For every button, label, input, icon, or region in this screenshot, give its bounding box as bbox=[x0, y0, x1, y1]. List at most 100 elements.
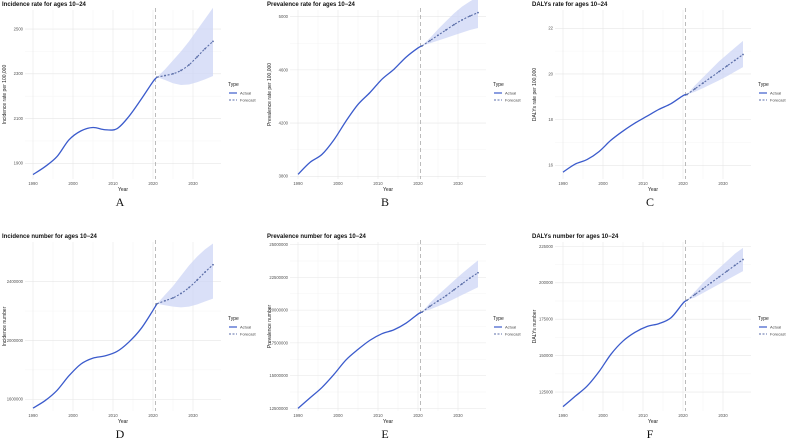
y-axis-title: Prevalence number bbox=[267, 304, 273, 348]
forecast-point bbox=[461, 283, 463, 285]
forecast-point bbox=[686, 299, 688, 302]
forecast-point bbox=[156, 302, 158, 305]
legend-label-forecast: Forecast bbox=[770, 97, 786, 102]
y-tick-label: 2500 bbox=[14, 26, 24, 31]
series-actual-line bbox=[32, 303, 158, 409]
forecast-point bbox=[164, 299, 166, 302]
forecast-point bbox=[686, 93, 688, 96]
panel-f: DALYs number for ages 10−24 1990 2000 2010 2… bbox=[532, 234, 786, 441]
forecast-point bbox=[445, 29, 447, 31]
panel-a: Incidence rate for ages 10−24 1990 2000 201… bbox=[2, 2, 256, 209]
x-tick-label: 2010 bbox=[108, 413, 118, 418]
x-tick-label: 1990 bbox=[293, 413, 303, 418]
forecast-point bbox=[437, 34, 439, 37]
panel-title: Prevalence rate for ages 10−24 bbox=[267, 2, 356, 8]
forecast-point bbox=[437, 300, 439, 302]
grid bbox=[25, 10, 221, 179]
x-tick-label: 2010 bbox=[373, 413, 383, 418]
forecast-point bbox=[469, 15, 471, 17]
forecast-point bbox=[710, 76, 712, 79]
y-tick-label: 1900 bbox=[14, 161, 24, 166]
forecast-point bbox=[212, 263, 214, 266]
legend-label-forecast: Forecast bbox=[505, 97, 521, 102]
legend-label-actual: Actual bbox=[770, 90, 781, 95]
series-actual-line bbox=[562, 93, 688, 173]
panel-title: Incidence number for ages 10−24 bbox=[2, 234, 98, 240]
x-tick-label: 2020 bbox=[148, 413, 158, 418]
y-tick-label: 17500000 bbox=[269, 340, 288, 345]
legend-title: Type bbox=[228, 316, 239, 322]
y-axis-title: Incidence rate per 100,000 bbox=[2, 65, 8, 125]
legend-label-actual: Actual bbox=[770, 324, 781, 329]
x-tick-label: 2020 bbox=[678, 181, 688, 186]
forecast-point bbox=[742, 258, 744, 261]
forecast-point bbox=[469, 277, 471, 279]
legend-label-actual: Actual bbox=[240, 324, 251, 329]
panel-d: Incidence number for ages 10−24 1990 2000 2… bbox=[2, 234, 256, 441]
y-tick-label: 15000000 bbox=[269, 373, 288, 378]
y-tick-label: 225000 bbox=[539, 244, 554, 249]
panel-letter: F bbox=[647, 427, 654, 441]
y-tick-label: 12500000 bbox=[269, 406, 288, 411]
x-tick-label: 1990 bbox=[558, 413, 568, 418]
y-axis-title: Incidence number bbox=[2, 306, 8, 346]
forecast-point bbox=[180, 69, 182, 72]
forecast-point bbox=[196, 279, 198, 282]
forecast-point bbox=[718, 276, 720, 278]
x-tick-label: 2020 bbox=[413, 413, 423, 418]
y-tick-label: 5000 bbox=[279, 14, 289, 19]
y-axis-title: DALYs rate per 100,000 bbox=[532, 68, 538, 121]
legend-label-forecast: Forecast bbox=[240, 97, 256, 102]
legend-label-forecast: Forecast bbox=[240, 331, 256, 336]
x-tick-label: 2030 bbox=[718, 181, 728, 186]
forecast-point bbox=[726, 65, 728, 67]
y-tick-label: 16 bbox=[548, 163, 553, 168]
y-axis-title: DALYs number bbox=[532, 309, 538, 343]
forecast-point bbox=[445, 294, 447, 297]
series-actual-line bbox=[297, 311, 423, 409]
forecast-point bbox=[421, 311, 423, 313]
forecast-point bbox=[429, 305, 431, 308]
x-tick-label: 2000 bbox=[598, 181, 608, 186]
series-actual-line bbox=[562, 299, 688, 408]
forecast-ribbon bbox=[157, 243, 213, 308]
x-tick-label: 2030 bbox=[188, 181, 198, 186]
x-tick-label: 2020 bbox=[148, 181, 158, 186]
forecast-point bbox=[694, 293, 696, 296]
y-tick-label: 18 bbox=[548, 117, 553, 122]
y-tick-label: 200000 bbox=[539, 280, 554, 285]
forecast-point bbox=[734, 264, 736, 267]
y-tick-label: 25000000 bbox=[269, 242, 288, 247]
panel-letter: A bbox=[116, 195, 125, 209]
y-tick-label: 22 bbox=[548, 26, 553, 31]
x-axis-title: Year bbox=[383, 419, 393, 425]
x-axis-title: Year bbox=[648, 187, 658, 193]
forecast-ribbon bbox=[422, 0, 478, 46]
legend-title: Type bbox=[493, 316, 504, 322]
forecast-point bbox=[694, 87, 696, 90]
x-tick-label: 1990 bbox=[28, 181, 38, 186]
forecast-point bbox=[477, 271, 479, 274]
x-axis-title: Year bbox=[118, 419, 128, 425]
x-tick-label: 2000 bbox=[68, 413, 78, 418]
y-tick-label: 2300 bbox=[14, 71, 24, 76]
x-axis-title: Year bbox=[118, 187, 128, 193]
panel-letter: D bbox=[116, 427, 125, 441]
y-tick-label: 150000 bbox=[539, 353, 554, 358]
forecast-point bbox=[453, 23, 455, 26]
forecast-point bbox=[421, 45, 423, 47]
grid bbox=[290, 10, 486, 179]
grid bbox=[555, 242, 751, 411]
grid bbox=[555, 10, 751, 179]
y-tick-label: 4600 bbox=[279, 67, 289, 72]
x-axis-title: Year bbox=[383, 187, 393, 193]
legend-title: Type bbox=[758, 316, 769, 322]
x-tick-label: 2020 bbox=[678, 413, 688, 418]
y-tick-label: 2400000 bbox=[7, 279, 24, 284]
y-tick-label: 22500000 bbox=[269, 275, 288, 280]
